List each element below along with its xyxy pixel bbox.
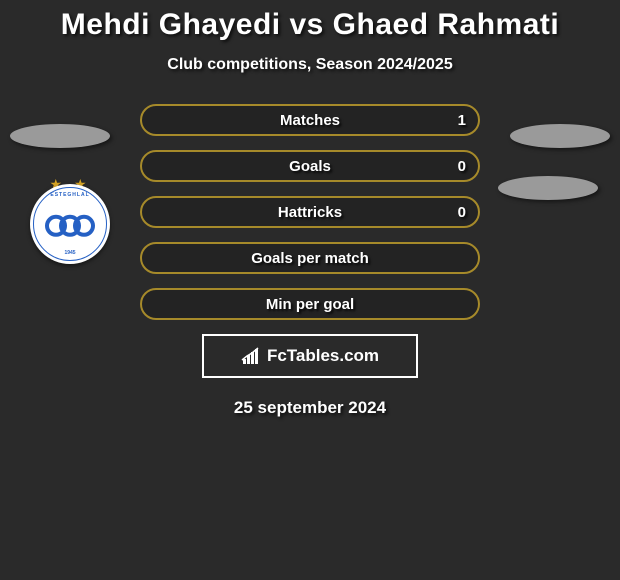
- season-subtitle: Club competitions, Season 2024/2025: [0, 56, 620, 74]
- stat-label: Goals per match: [142, 244, 478, 272]
- stat-label: Hattricks: [142, 198, 478, 226]
- bar-chart-icon: [241, 347, 261, 365]
- player-photo-right-placeholder: [510, 124, 610, 148]
- comparison-title: Mehdi Ghayedi vs Ghaed Rahmati: [0, 0, 620, 42]
- stats-container: Matches 1 Goals 0 Hattricks 0 Goals per …: [140, 104, 480, 320]
- badge-text-bottom: 1945: [64, 250, 75, 256]
- stat-row-min-per-goal: Min per goal: [140, 288, 480, 320]
- stat-value-right: 0: [458, 198, 466, 226]
- brand-text: FcTables.com: [267, 346, 379, 366]
- stat-value-right: 1: [458, 106, 466, 134]
- badge-text-top: ESTEGHLAL: [50, 192, 89, 198]
- stat-label: Goals: [142, 152, 478, 180]
- stat-row-hattricks: Hattricks 0: [140, 196, 480, 228]
- stat-row-goals-per-match: Goals per match: [140, 242, 480, 274]
- brand-logo-box[interactable]: FcTables.com: [202, 334, 418, 378]
- stat-label: Matches: [142, 106, 478, 134]
- stat-row-matches: Matches 1: [140, 104, 480, 136]
- club-badge-left: ★ ★ ESTEGHLAL 1945: [20, 178, 120, 264]
- badge-rings: [45, 211, 95, 241]
- stat-row-goals: Goals 0: [140, 150, 480, 182]
- badge-shield: ESTEGHLAL 1945: [30, 184, 110, 264]
- report-date: 25 september 2024: [0, 398, 620, 418]
- player-photo-right-placeholder-2: [498, 176, 598, 200]
- player-photo-left-placeholder: [10, 124, 110, 148]
- stat-value-right: 0: [458, 152, 466, 180]
- stat-label: Min per goal: [142, 290, 478, 318]
